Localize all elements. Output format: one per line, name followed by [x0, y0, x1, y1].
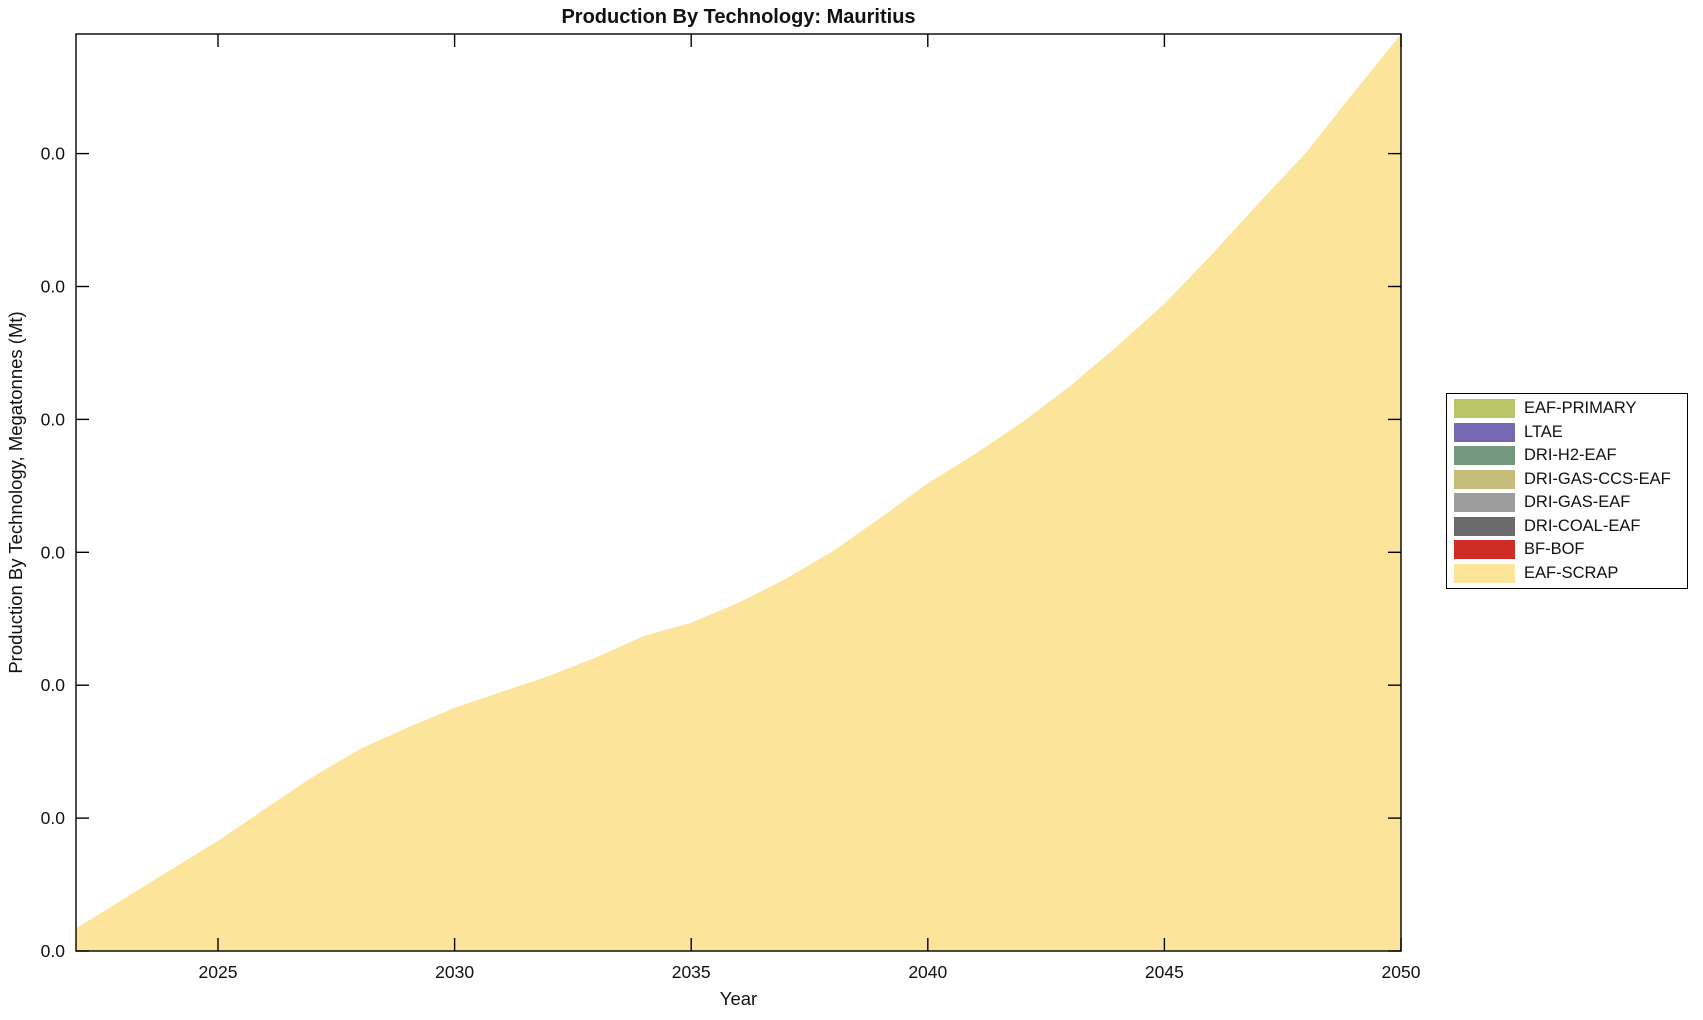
legend-swatch	[1454, 469, 1515, 489]
legend-label: LTAE	[1524, 422, 1563, 441]
x-tick-label: 2030	[435, 962, 474, 982]
legend-item-bf-bof: BF-BOF	[1447, 539, 1687, 561]
y-tick-label: 0.0	[41, 144, 66, 164]
legend: EAF-PRIMARY LTAE DRI-H2-EAF DRI-GAS-CCS-EAF…	[1446, 393, 1688, 589]
legend-label: BF-BOF	[1524, 540, 1585, 559]
y-tick-label: 0.0	[41, 808, 66, 828]
x-tick-label: 2040	[908, 962, 947, 982]
x-tick-label: 2045	[1145, 962, 1184, 982]
legend-item-dri-h2-eaf: DRI-H2-EAF	[1447, 445, 1687, 467]
legend-label: DRI-H2-EAF	[1524, 446, 1617, 465]
legend-item-eaf-scrap: EAF-SCRAP	[1447, 562, 1687, 584]
legend-label: DRI-COAL-EAF	[1524, 516, 1641, 535]
legend-item-eaf-primary: EAF-PRIMARY	[1447, 398, 1687, 420]
legend-item-dri-coal-eaf: DRI-COAL-EAF	[1447, 515, 1687, 537]
y-tick-label: 0.0	[41, 941, 66, 961]
plot-border	[75, 33, 1402, 952]
x-tick-label: 2035	[672, 962, 711, 982]
legend-item-dri-gas-ccs-eaf: DRI-GAS-CCS-EAF	[1447, 468, 1687, 490]
legend-label: DRI-GAS-CCS-EAF	[1524, 469, 1671, 488]
legend-swatch	[1454, 563, 1515, 583]
legend-label: EAF-PRIMARY	[1524, 399, 1637, 418]
y-tick-label: 0.0	[41, 409, 66, 429]
y-tick-label: 0.0	[41, 542, 66, 562]
x-tick-label: 2050	[1382, 962, 1421, 982]
legend-swatch	[1454, 399, 1515, 419]
y-tick-label: 0.0	[41, 277, 66, 297]
x-tick-label: 2025	[199, 962, 238, 982]
legend-swatch	[1454, 446, 1515, 466]
legend-swatch	[1454, 493, 1515, 513]
x-axis-label: Year	[720, 988, 757, 1009]
legend-swatch	[1454, 422, 1515, 442]
eaf-scrap-area	[76, 34, 1401, 951]
chart-title: Production By Technology: Mauritius	[561, 6, 915, 28]
legend-label: EAF-SCRAP	[1524, 563, 1619, 582]
y-tick-label: 0.0	[41, 675, 66, 695]
legend-swatch	[1454, 540, 1515, 560]
legend-label: DRI-GAS-EAF	[1524, 493, 1631, 512]
legend-item-dri-gas-eaf: DRI-GAS-EAF	[1447, 492, 1687, 514]
legend-item-ltae: LTAE	[1447, 421, 1687, 443]
y-axis-label: Production By Technology, Megatonnes (Mt…	[5, 311, 26, 673]
legend-swatch	[1454, 516, 1515, 536]
